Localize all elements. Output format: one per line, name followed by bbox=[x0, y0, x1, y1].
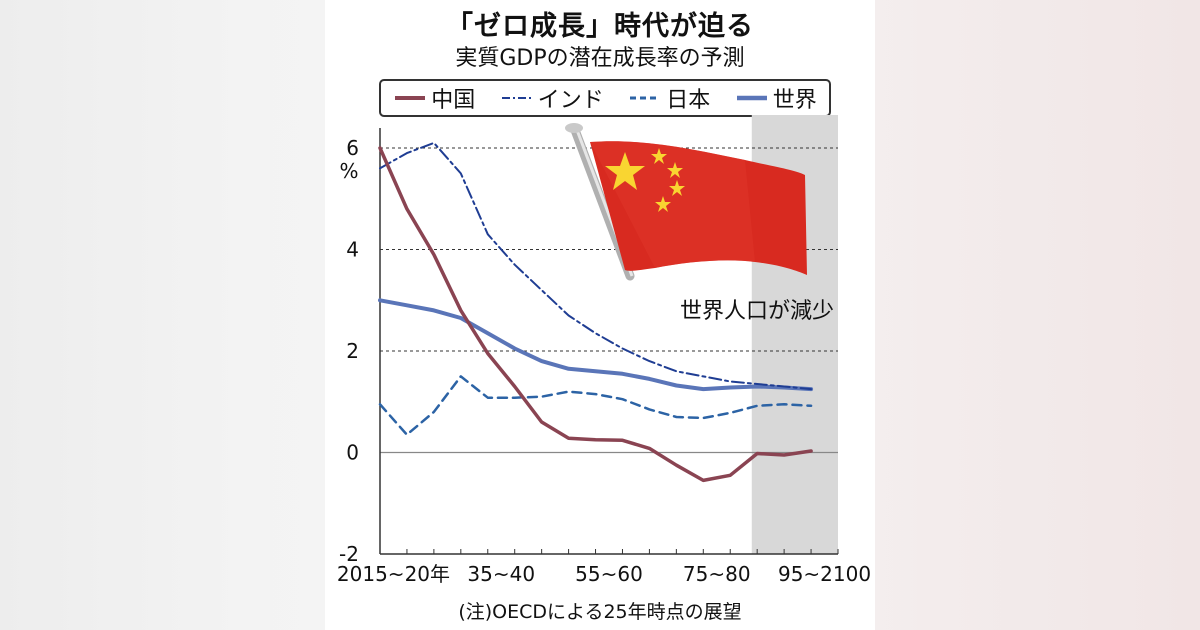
legend-item-india: インド bbox=[500, 82, 604, 114]
china-flag-image bbox=[565, 123, 807, 281]
series-lines bbox=[378, 141, 814, 483]
chart-panel: 「ゼロ成長」時代が迫る 実質GDPの潜在成長率の予測 中国 インド 日本 世界 bbox=[325, 0, 875, 630]
x-tick-label: 2015~20年 bbox=[337, 562, 450, 586]
x-tick-label: 55~60 bbox=[575, 562, 643, 586]
y-tick-label: 2 bbox=[346, 339, 359, 363]
x-tick-labels: 2015~20年 35~40 55~60 75~80 95~2100 bbox=[337, 562, 871, 586]
chart-note: (注)OECDによる25年時点の展望 bbox=[458, 601, 742, 623]
series-line-世界 bbox=[378, 298, 814, 392]
x-tick-label: 75~80 bbox=[683, 562, 751, 586]
y-tick-label: 6 bbox=[346, 136, 359, 160]
y-tick-label: 0 bbox=[346, 441, 359, 465]
series-line-インド bbox=[379, 141, 813, 391]
chart-subtitle: 実質GDPの潜在成長率の予測 bbox=[455, 46, 745, 71]
y-tick-label: 4 bbox=[346, 238, 359, 262]
series-line-中国 bbox=[378, 146, 813, 483]
chart-title: 「ゼロ成長」時代が迫る bbox=[446, 11, 754, 42]
y-tick-labels: -2 0 2 4 6 bbox=[339, 136, 359, 566]
legend-label-china: 中国 bbox=[431, 88, 476, 113]
legend-item-japan: 日本 bbox=[628, 82, 710, 114]
y-tick-label: -2 bbox=[339, 542, 359, 566]
x-tick-label: 35~40 bbox=[467, 562, 535, 586]
legend-item-world: 世界 bbox=[735, 82, 817, 114]
legend-label-india: インド bbox=[537, 88, 604, 113]
axes bbox=[379, 128, 839, 555]
series-line-日本 bbox=[378, 375, 813, 436]
legend-swatch-world bbox=[736, 95, 767, 101]
legend-swatch-china bbox=[395, 96, 426, 100]
population-decline-label: 世界人口が減少 bbox=[680, 299, 834, 324]
legend-item-china: 中国 bbox=[393, 82, 475, 114]
x-tick-label: 95~2100 bbox=[778, 562, 871, 586]
legend-label-world: 世界 bbox=[772, 88, 817, 113]
chart-legend: 中国 インド 日本 世界 bbox=[379, 79, 831, 117]
legend-swatch-japan bbox=[630, 96, 661, 100]
legend-swatch-india bbox=[501, 97, 532, 99]
legend-label-japan: 日本 bbox=[666, 88, 711, 113]
y-axis-unit: % bbox=[339, 159, 358, 183]
